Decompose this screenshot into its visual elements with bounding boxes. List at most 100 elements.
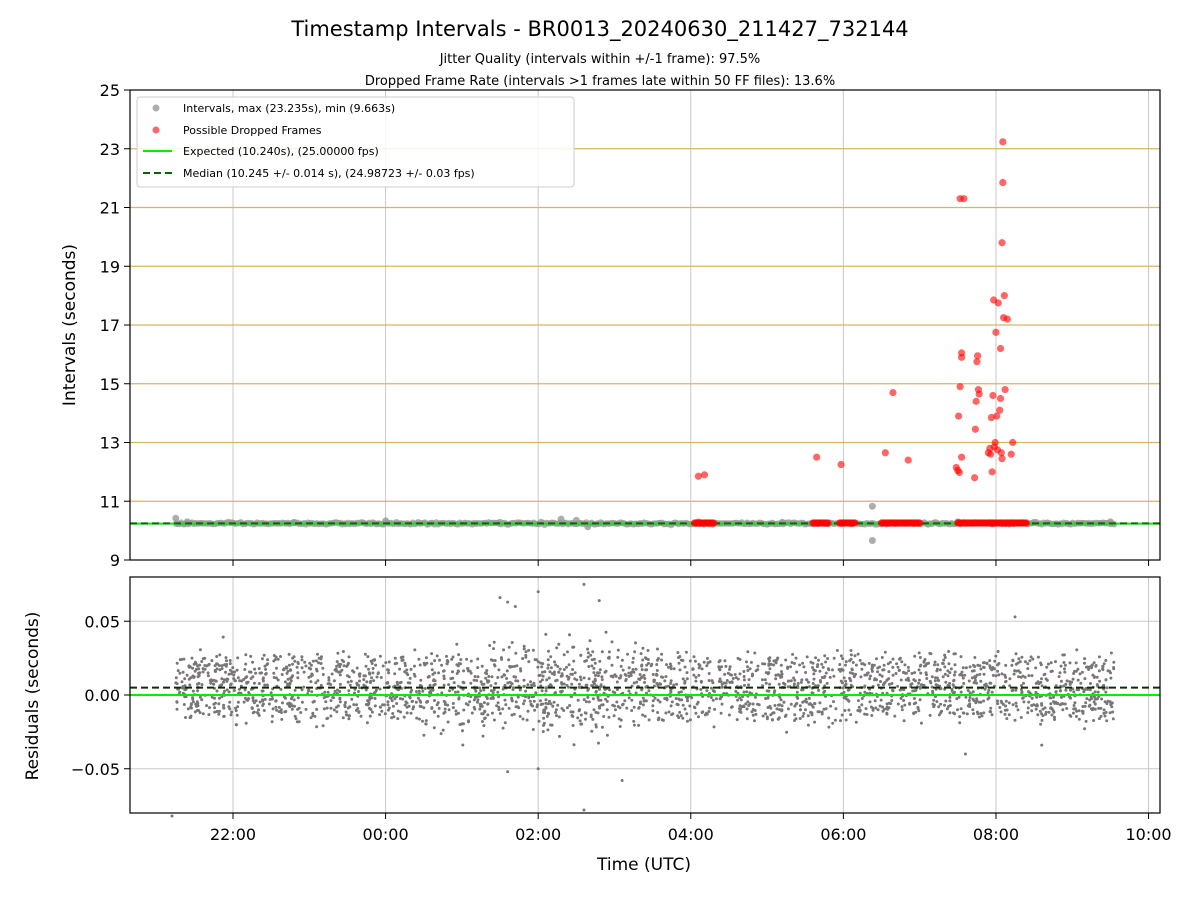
residual-point bbox=[452, 681, 456, 685]
residual-point bbox=[220, 677, 224, 681]
residual-point bbox=[756, 702, 759, 706]
residual-point bbox=[557, 670, 561, 674]
residual-point bbox=[1034, 707, 1038, 711]
residual-point bbox=[805, 700, 809, 704]
residual-point bbox=[764, 712, 767, 716]
residual-point bbox=[212, 678, 216, 682]
residual-point bbox=[451, 655, 455, 659]
residual-point bbox=[988, 710, 992, 713]
residual-point bbox=[633, 650, 637, 654]
residual-point bbox=[935, 676, 939, 680]
residual-point bbox=[844, 679, 848, 683]
residual-point bbox=[935, 700, 939, 704]
residual-point bbox=[975, 710, 979, 714]
residual-point bbox=[922, 659, 926, 663]
residual-point bbox=[823, 654, 827, 658]
residual-point bbox=[1070, 680, 1074, 684]
residual-point bbox=[421, 689, 425, 693]
residual-point bbox=[1014, 701, 1018, 705]
residual-point bbox=[1088, 665, 1091, 669]
residual-point bbox=[943, 653, 947, 657]
residual-point bbox=[838, 663, 842, 666]
residual-point bbox=[902, 699, 906, 702]
residual-point bbox=[229, 683, 232, 687]
residual-point bbox=[672, 683, 676, 687]
residual-point bbox=[536, 590, 540, 594]
residual-point bbox=[344, 701, 347, 704]
residual-point bbox=[497, 708, 501, 712]
residual-point bbox=[900, 708, 904, 712]
residual-point bbox=[198, 711, 202, 715]
residual-point bbox=[280, 717, 284, 721]
residual-point bbox=[996, 702, 1000, 706]
residual-point bbox=[286, 677, 290, 681]
residual-point bbox=[667, 710, 671, 714]
residual-point bbox=[347, 689, 351, 693]
residual-point bbox=[249, 654, 253, 658]
residual-point bbox=[447, 683, 451, 687]
residual-point bbox=[351, 669, 354, 673]
residual-point bbox=[287, 683, 291, 686]
residual-point bbox=[1022, 700, 1026, 704]
residual-point bbox=[1017, 675, 1021, 679]
residual-point bbox=[225, 688, 229, 692]
residual-point bbox=[963, 673, 967, 677]
residual-point bbox=[476, 698, 480, 702]
residual-point bbox=[198, 671, 202, 675]
residual-point bbox=[876, 708, 880, 712]
residual-point bbox=[685, 671, 689, 675]
residual-point bbox=[1078, 672, 1082, 676]
residual-point bbox=[1097, 669, 1101, 673]
x-tick-label: 04:00 bbox=[668, 825, 714, 844]
residual-point bbox=[261, 677, 265, 681]
residual-point bbox=[644, 656, 647, 660]
residual-point bbox=[620, 779, 624, 783]
residual-point bbox=[222, 703, 226, 707]
residual-point bbox=[430, 662, 434, 666]
residual-point bbox=[363, 652, 367, 656]
residual-point bbox=[548, 699, 551, 703]
residual-point bbox=[814, 656, 818, 660]
residual-point bbox=[254, 671, 258, 675]
residual-point bbox=[612, 714, 616, 718]
residual-point bbox=[502, 648, 505, 652]
residual-point bbox=[772, 659, 776, 663]
residual-point bbox=[608, 688, 611, 692]
residual-point bbox=[1080, 670, 1084, 674]
residual-point bbox=[368, 706, 371, 710]
residual-point bbox=[789, 702, 793, 706]
residual-point bbox=[292, 655, 296, 659]
residual-point bbox=[568, 704, 572, 707]
residual-point bbox=[335, 669, 339, 673]
residual-point bbox=[1045, 665, 1049, 669]
residual-point bbox=[641, 713, 645, 717]
residual-point bbox=[196, 689, 200, 693]
residual-point bbox=[635, 680, 639, 684]
residual-point bbox=[456, 684, 460, 688]
residual-point bbox=[236, 676, 240, 680]
residual-point bbox=[880, 656, 884, 659]
residual-point bbox=[1105, 702, 1109, 706]
residual-point bbox=[773, 704, 777, 707]
residual-point bbox=[432, 683, 436, 687]
residual-point bbox=[1030, 674, 1034, 678]
residual-point bbox=[1089, 707, 1093, 711]
residual-point bbox=[476, 700, 479, 704]
residual-point bbox=[1004, 679, 1008, 683]
residual-point bbox=[454, 709, 458, 713]
residual-point bbox=[398, 667, 402, 671]
residual-point bbox=[1102, 662, 1106, 666]
residual-point bbox=[506, 600, 510, 604]
residual-point bbox=[571, 724, 575, 727]
residual-point bbox=[293, 688, 297, 692]
residual-point bbox=[493, 659, 497, 662]
residual-point bbox=[409, 667, 413, 671]
residual-point bbox=[735, 718, 739, 722]
residual-point bbox=[586, 695, 590, 699]
residual-point bbox=[804, 671, 808, 674]
residual-point bbox=[1088, 703, 1092, 707]
dropped-frame-point bbox=[851, 519, 859, 527]
residual-point bbox=[657, 716, 661, 720]
residual-point bbox=[347, 675, 351, 679]
residual-point bbox=[676, 714, 680, 718]
